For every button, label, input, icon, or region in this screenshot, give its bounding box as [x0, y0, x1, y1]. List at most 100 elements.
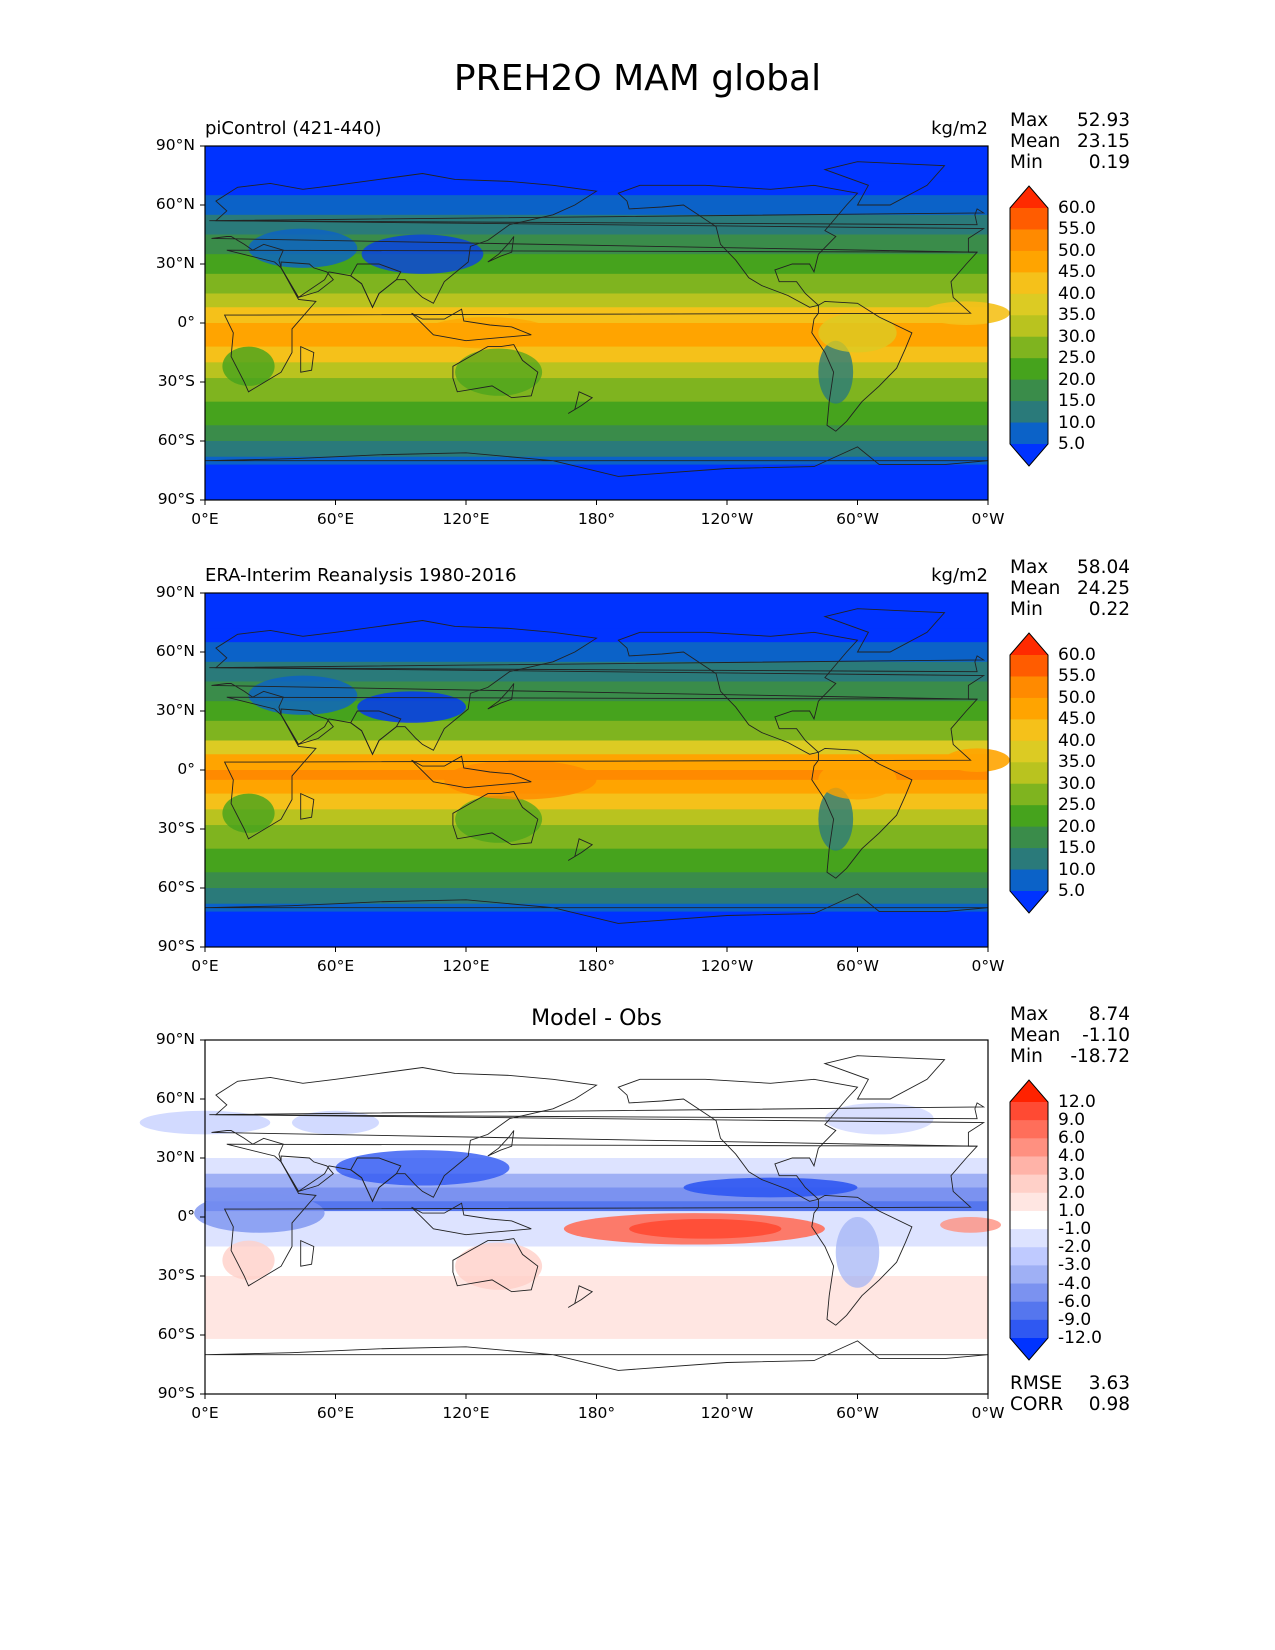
field-band	[205, 146, 988, 182]
colorbar-label: 50.0	[1058, 687, 1096, 708]
coastline-japan	[487, 236, 515, 263]
colorbar-extend-min	[1010, 1338, 1048, 1360]
colorbar-label: -12.0	[1058, 1328, 1102, 1348]
colorbar-label: -3.0	[1058, 1255, 1092, 1276]
coastline-madagascar	[300, 345, 315, 373]
colorbar-label: 3.0	[1058, 1164, 1086, 1185]
colorbar-label: 30.0	[1058, 326, 1096, 347]
colorbar-label: 55.0	[1058, 666, 1096, 687]
colorbar-swatch	[1010, 336, 1048, 359]
colorbar-label: 25.0	[1058, 348, 1096, 369]
colorbar-swatch	[1010, 208, 1048, 230]
colorbar-swatch	[1010, 697, 1048, 720]
panel-title: ERA-Interim Reanalysis 1980-2016	[205, 565, 517, 586]
stat-label-max: Max	[1010, 557, 1049, 578]
colorbar-swatch	[1010, 783, 1048, 806]
lon-tick-label: 0°E	[191, 957, 219, 975]
colorbar-swatch	[1010, 1192, 1048, 1212]
colorbar-label: 20.0	[1058, 369, 1096, 390]
lon-tick-label: 120°W	[700, 957, 754, 975]
lat-tick-label: 90°S	[157, 1384, 195, 1402]
colorbar-swatch	[1010, 805, 1048, 828]
colorbar-swatch	[1010, 1301, 1048, 1321]
coastline-indonesia	[411, 308, 532, 342]
field-band	[205, 1325, 988, 1340]
lon-tick-label: 0°W	[971, 510, 1005, 528]
coastline-greenland	[823, 1055, 946, 1100]
colorbar-label: 5.0	[1058, 434, 1086, 454]
stat-label-max: Max	[1010, 1004, 1049, 1025]
colorbar-label: 5.0	[1058, 881, 1086, 901]
colorbar-label: 4.0	[1058, 1146, 1086, 1167]
panel-title: Model - Obs	[531, 1006, 662, 1031]
stat-value-mean: 24.25	[1077, 578, 1130, 599]
map-plot	[200, 592, 1049, 952]
stat-label-rmse: RMSE	[1010, 1373, 1063, 1394]
coastline-australia	[452, 791, 539, 846]
colorbar-swatch	[1010, 1247, 1048, 1266]
field-anomaly	[818, 760, 897, 800]
colorbar-swatch	[1010, 1319, 1048, 1339]
colorbar-label: -2.0	[1058, 1237, 1092, 1258]
coastline-eurasia	[211, 1067, 986, 1203]
coastline-s-america	[811, 300, 913, 432]
field-band	[205, 628, 988, 643]
lon-tick-label: 60°W	[836, 510, 879, 528]
colorbar-label: 45.0	[1058, 709, 1096, 730]
coastline-greenland	[823, 161, 946, 206]
lon-tick-label: 120°E	[442, 957, 490, 975]
stat-value-mean: -1.10	[1082, 1025, 1130, 1046]
field-anomaly	[248, 228, 358, 268]
field-band	[205, 378, 988, 403]
coastline-s-america	[811, 747, 913, 879]
field-band	[205, 401, 988, 426]
field-band	[205, 720, 988, 741]
lat-tick-label: 60°S	[157, 431, 195, 449]
colorbar-swatch	[1010, 422, 1048, 445]
colorbar-label: 10.0	[1058, 859, 1096, 880]
field-anomaly	[222, 1240, 275, 1280]
colorbar-extend-max	[1010, 186, 1048, 208]
field-band	[205, 441, 988, 458]
colorbar-swatch	[1010, 655, 1048, 677]
coastline-eurasia	[211, 620, 986, 756]
colorbar-swatch	[1010, 740, 1048, 763]
colorbar-extend-max	[1010, 1080, 1048, 1102]
colorbar-label: -4.0	[1058, 1273, 1092, 1294]
coastline-antarctica	[204, 1340, 989, 1371]
colorbar-swatch	[1010, 1210, 1048, 1230]
colorbar-outline	[1009, 632, 1049, 914]
lon-tick-label: 120°E	[442, 510, 490, 528]
map-panel-2: ERA-Interim Reanalysis 1980-2016 kg/m2 Max…	[0, 557, 1275, 1035]
units-label: kg/m2	[931, 118, 988, 139]
map-panel-1: piControl (421-440) kg/m2 Max 52.93 Mean 23.1…	[0, 110, 1275, 588]
field-anomaly	[248, 675, 358, 715]
coastline-s-america	[811, 1194, 913, 1326]
lon-tick-label: 120°E	[442, 1404, 490, 1422]
stat-value-min: 0.19	[1088, 152, 1130, 173]
field-band	[205, 848, 988, 873]
coastline-uk	[209, 208, 986, 226]
field-band	[205, 273, 988, 294]
stat-label-min: Min	[1010, 599, 1043, 620]
field-anomaly	[422, 317, 553, 349]
lat-tick-label: 30°S	[157, 372, 195, 390]
coastline-indonesia	[411, 1202, 532, 1236]
field-anomaly	[455, 348, 543, 396]
field-anomaly	[629, 1218, 782, 1239]
colorbar-swatch	[1010, 1283, 1048, 1303]
colorbar-outline	[1009, 1079, 1049, 1361]
field-band	[205, 181, 988, 196]
colorbar-swatch	[1010, 1265, 1048, 1285]
coastline-africa	[223, 249, 979, 393]
colorbar-swatch	[1010, 250, 1048, 273]
colorbar-label: 25.0	[1058, 795, 1096, 816]
field-band	[205, 888, 988, 905]
stat-value-mean: 23.15	[1077, 131, 1130, 152]
lat-tick-label: 30°S	[157, 1266, 195, 1284]
coastline-eurasia	[211, 173, 986, 309]
field-band	[205, 464, 988, 501]
lon-tick-label: 60°E	[316, 1404, 355, 1422]
field-anomaly	[194, 1193, 325, 1233]
lon-tick-label: 60°E	[316, 510, 355, 528]
